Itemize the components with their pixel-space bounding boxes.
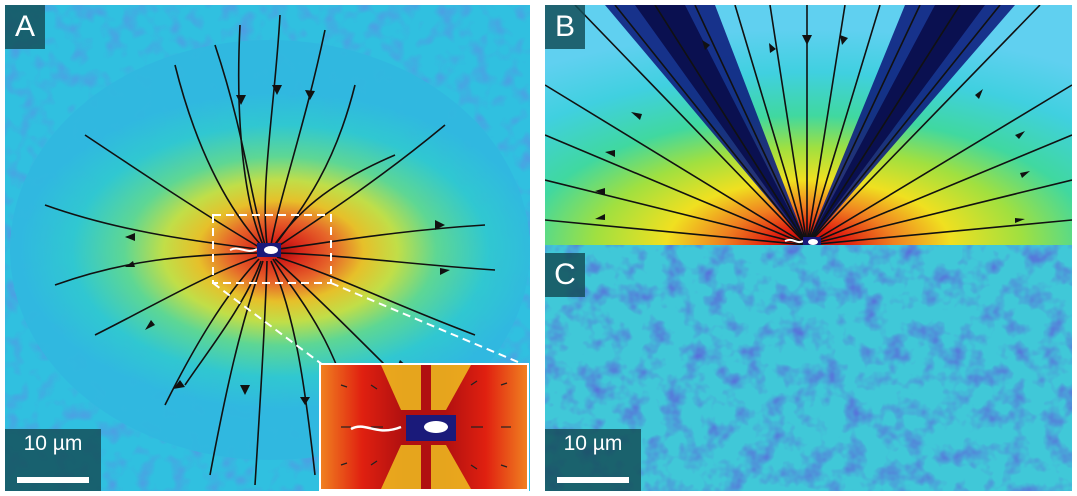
streamlines xyxy=(44,14,496,486)
panel-c: C 10 µm xyxy=(545,245,1072,491)
scalebar-c-bar xyxy=(557,477,629,483)
panel-label-b: B xyxy=(545,5,585,49)
scalebar-c: 10 µm xyxy=(545,429,641,491)
panel-b-field xyxy=(545,5,1072,245)
panel-label-a: A xyxy=(5,5,45,49)
scalebar-a-bar xyxy=(17,477,89,483)
flow-lines xyxy=(545,5,1072,245)
zoom-inset-field xyxy=(321,365,527,489)
swimmer-icon-b xyxy=(784,237,821,245)
panel-a: A 10 µm xyxy=(5,5,530,491)
swimmer-icon xyxy=(229,243,281,257)
scalebar-a-text: 10 µm xyxy=(23,432,83,455)
flow-arrows xyxy=(595,35,1030,223)
zoom-inset xyxy=(319,363,529,491)
scalebar-c-text: 10 µm xyxy=(563,432,623,455)
panel-b: B xyxy=(545,5,1072,245)
panel-a-field xyxy=(5,5,530,491)
zoom-region-box xyxy=(212,214,332,284)
panel-label-c: C xyxy=(545,253,585,297)
scalebar-a: 10 µm xyxy=(5,429,101,491)
zoom-swimmer-icon xyxy=(350,415,456,441)
